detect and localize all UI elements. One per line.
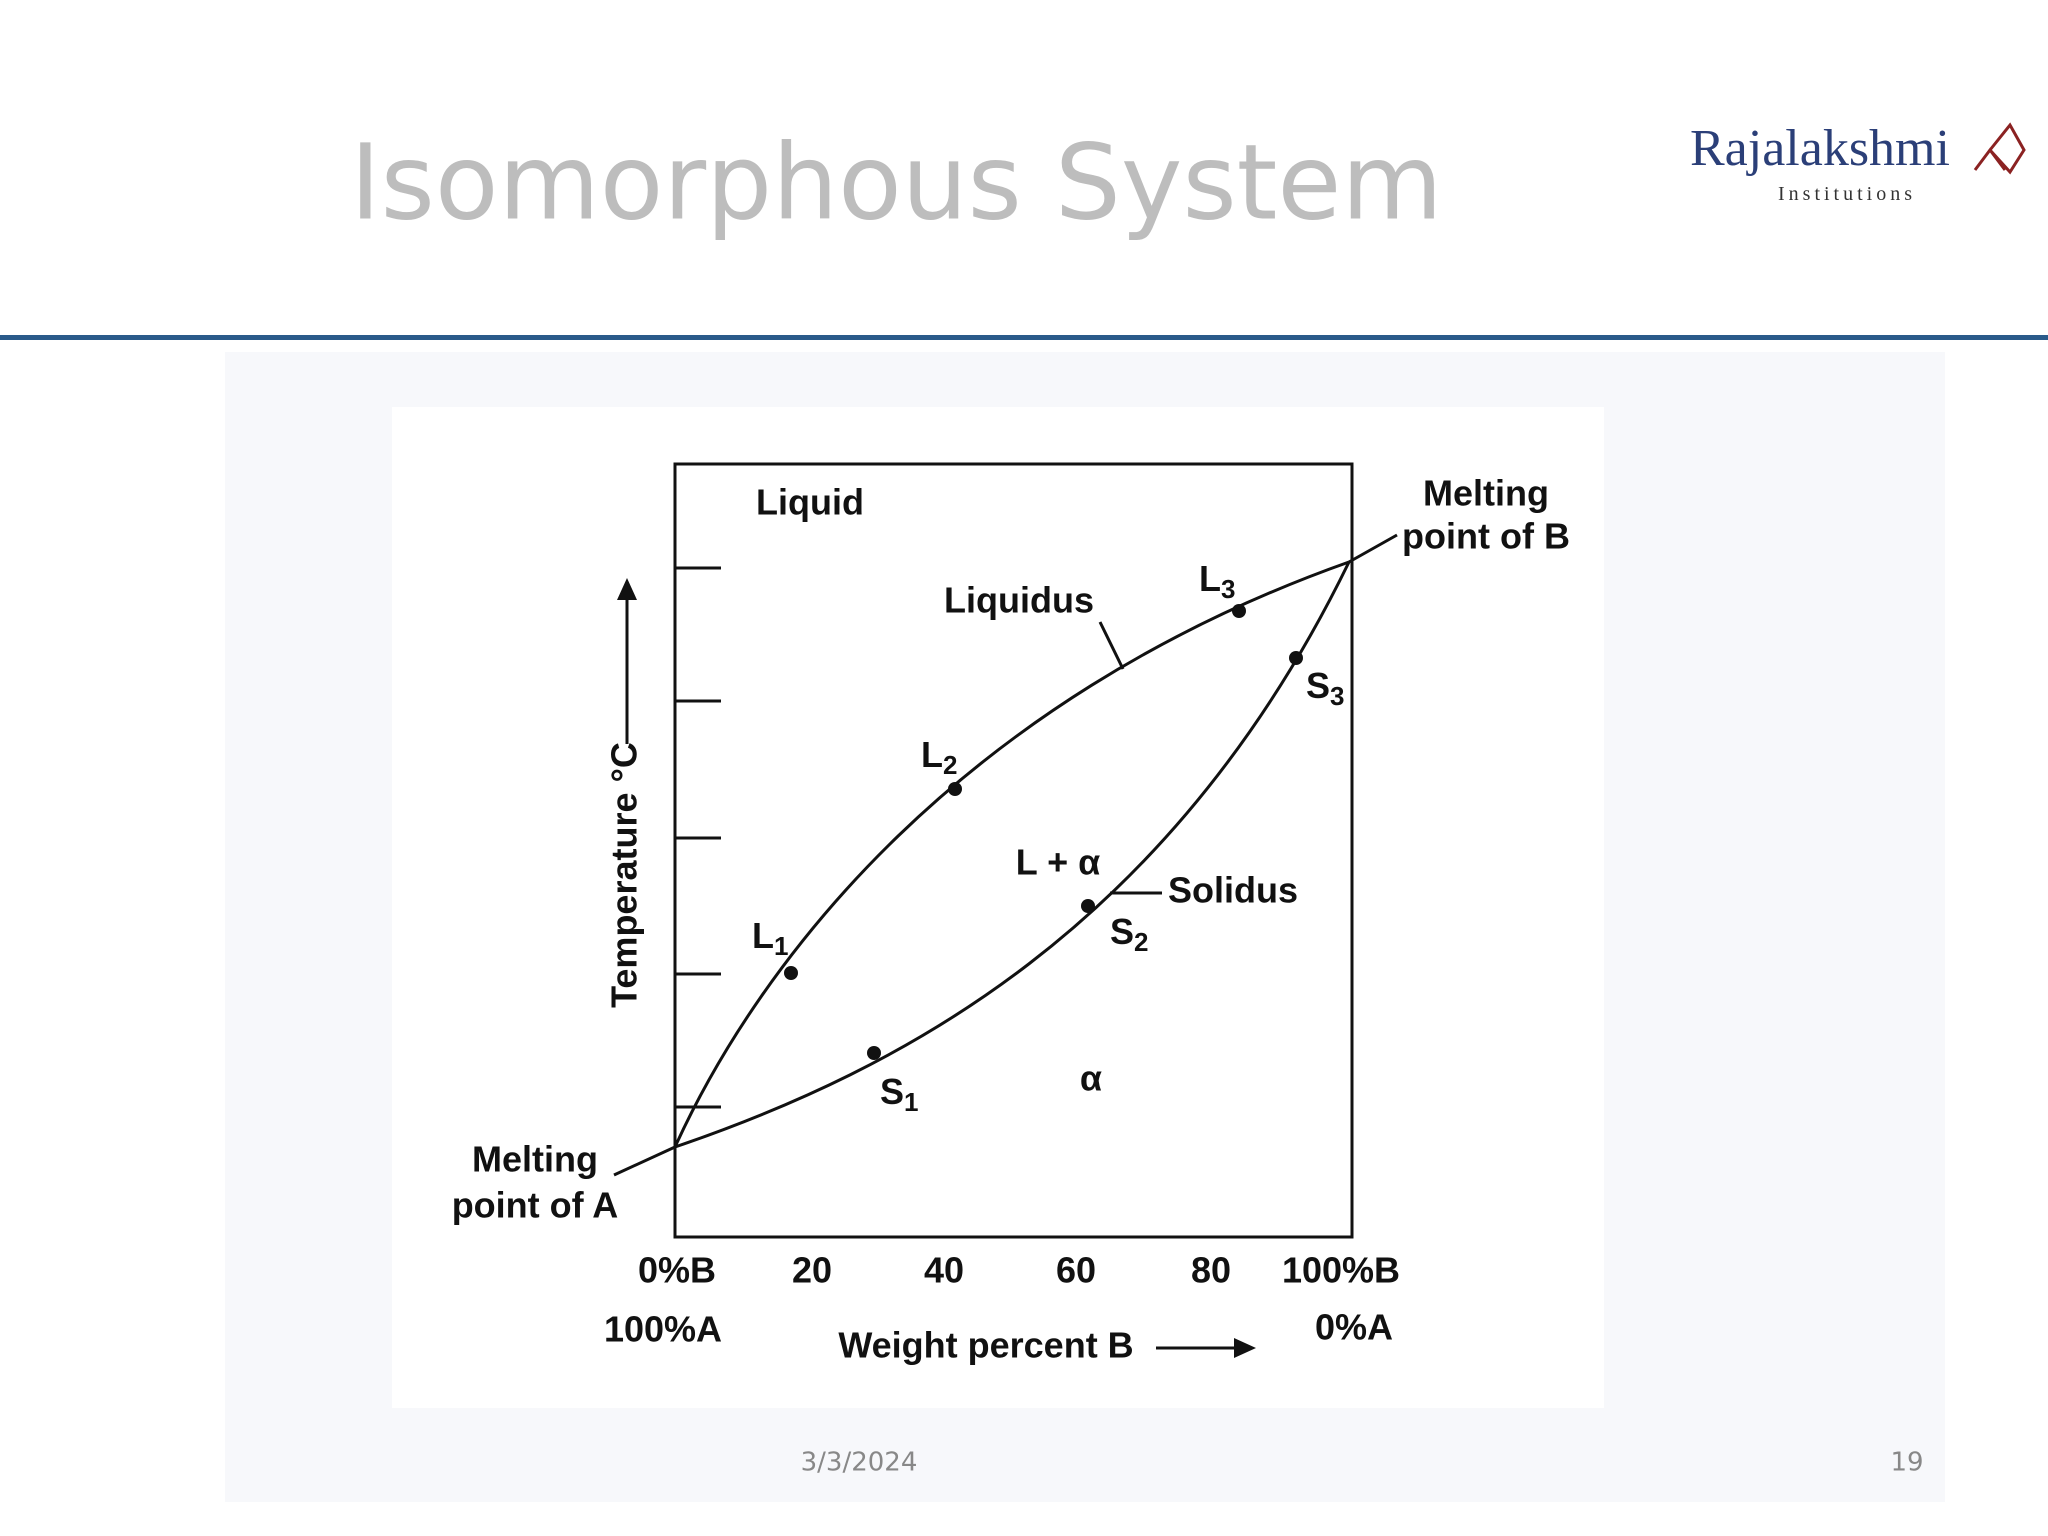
- point-letter: L: [752, 915, 774, 956]
- point-letter: S: [1306, 665, 1330, 706]
- x-secondary-label: 0%A: [1315, 1307, 1393, 1348]
- region-label: L + α: [1016, 842, 1101, 883]
- point-label: S2: [1110, 911, 1148, 957]
- solidus-curve: [674, 561, 1351, 1149]
- point-letter: L: [921, 734, 943, 775]
- point-label: S1: [880, 1071, 918, 1117]
- logo-icon: [1973, 122, 2026, 175]
- point: [1081, 899, 1095, 913]
- x-tick-label: 100%B: [1282, 1250, 1400, 1291]
- x-tick-label: 60: [1056, 1250, 1096, 1291]
- x-tick-label: 20: [792, 1250, 832, 1291]
- logo-name: Rajalakshmi: [1690, 120, 1950, 177]
- header-rule: [0, 335, 2048, 340]
- y-ticks: [675, 566, 721, 1109]
- point: [784, 966, 798, 980]
- x-secondary-label: 100%A: [604, 1309, 722, 1350]
- plot-frame: [673, 462, 1354, 1239]
- footer-date: 3/3/2024: [801, 1448, 918, 1478]
- logo-subtitle: Institutions: [1778, 183, 1916, 205]
- diagram: [613, 462, 1398, 1358]
- page-number: 19: [1890, 1448, 1923, 1478]
- point-subscript: 2: [1134, 927, 1148, 957]
- point-label: L2: [921, 734, 957, 780]
- point-label: L3: [1199, 558, 1235, 604]
- point: [948, 782, 962, 796]
- point: [1232, 604, 1246, 618]
- point-letter: L: [1199, 558, 1221, 599]
- point-letter: S: [880, 1071, 904, 1112]
- arrows: [613, 533, 1398, 1350]
- point-subscript: 1: [904, 1087, 918, 1117]
- x-tick-label: 0%B: [638, 1250, 716, 1291]
- curve-label: Solidus: [1168, 870, 1298, 911]
- point-subscript: 1: [774, 931, 788, 961]
- curve-label: Liquidus: [944, 580, 1094, 621]
- annotation: point of A: [452, 1185, 619, 1226]
- x-tick-label: 80: [1191, 1250, 1231, 1291]
- y-axis-label: Temperature °C: [604, 742, 645, 1008]
- region-label: α: [1080, 1058, 1102, 1099]
- point-subscript: 3: [1330, 681, 1344, 711]
- point: [1289, 651, 1303, 665]
- annotation: Melting: [1423, 473, 1549, 514]
- annotation: point of B: [1402, 516, 1570, 557]
- region-label: Liquid: [756, 482, 864, 523]
- diagram-background: [392, 407, 1604, 1408]
- annotation: Melting: [472, 1139, 598, 1180]
- slide-title: Isomorphous System: [350, 121, 1443, 243]
- x-axis-label: Weight percent B: [838, 1325, 1133, 1366]
- point-label: S3: [1306, 665, 1344, 711]
- point-letter: S: [1110, 911, 1134, 952]
- x-tick-label: 40: [924, 1250, 964, 1291]
- point-label: L1: [752, 915, 788, 961]
- liquidus-curve: [673, 560, 1350, 1148]
- point: [867, 1046, 881, 1060]
- point-subscript: 2: [943, 750, 957, 780]
- point-subscript: 3: [1221, 574, 1235, 604]
